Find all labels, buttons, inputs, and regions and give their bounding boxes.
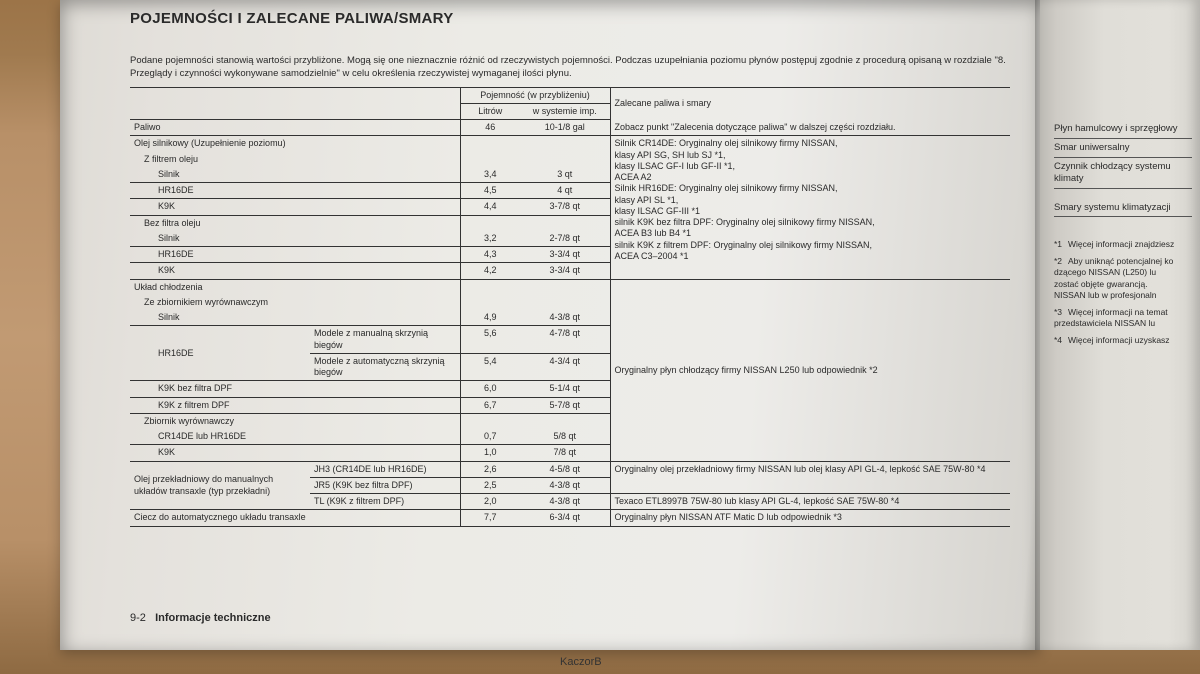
row-chlodz: Układ chłodzenia Oryginalny płyn chłodzą… (130, 279, 1010, 295)
th-liters: Litrów (460, 103, 520, 119)
row-paliwo: Paliwo 46 10-1/8 gal Zobacz punkt "Zalec… (130, 120, 1010, 136)
section-name: Informacje techniczne (155, 612, 271, 624)
page-footer: 9-2 Informacje techniczne (130, 612, 271, 624)
th-rec: Zalecane paliwa i smary (610, 87, 1010, 120)
th-capacity: Pojemność (w przybliżeniu) (460, 87, 610, 103)
th-imp: w systemie imp. (520, 103, 610, 119)
right-item: Smar uniwersalny (1054, 139, 1192, 158)
cell-cool-rec: Oryginalny płyn chłodzący firmy NISSAN L… (610, 279, 1010, 461)
cell-trans2-rec: Texaco ETL8997B 75W-80 lub klasy API GL-… (610, 494, 1010, 510)
manual-page-left: POJEMNOŚCI I ZALECANE PALIWA/SMARY Podan… (60, 0, 1040, 650)
right-item: Czynnik chłodzący systemu klimaty (1054, 158, 1192, 189)
right-notes: *1Więcej informacji znajdziesz *2Aby uni… (1054, 239, 1192, 345)
row-olej-silnik: Olej silnikowy (Uzupełnienie poziomu) Si… (130, 136, 1010, 152)
page-title: POJEMNOŚCI I ZALECANE PALIWA/SMARY (130, 10, 1010, 27)
intro-text: Podane pojemności stanowią wartości przy… (130, 55, 1010, 81)
right-item: Płyn hamulcowy i sprzęgłowy (1054, 120, 1192, 139)
right-item: Smary systemu klimatyzacji (1054, 199, 1192, 218)
watermark: KaczorB (560, 656, 602, 668)
capacities-table: Pojemność (w przybliżeniu) Zalecane pali… (130, 87, 1010, 527)
page-number: 9-2 (130, 612, 146, 624)
manual-page-right: Płyn hamulcowy i sprzęgłowy Smar uniwers… (1040, 0, 1200, 650)
cell-oil-rec: Silnik CR14DE: Oryginalny olej silnikowy… (610, 136, 1010, 279)
row-ciecz: Ciecz do automatycznego układu transaxle… (130, 510, 1010, 526)
row-olej-przek: Olej przekładniowy do manualnych układów… (130, 461, 1010, 477)
cell-trans1-rec: Oryginalny olej przekładniowy firmy NISS… (610, 461, 1010, 494)
